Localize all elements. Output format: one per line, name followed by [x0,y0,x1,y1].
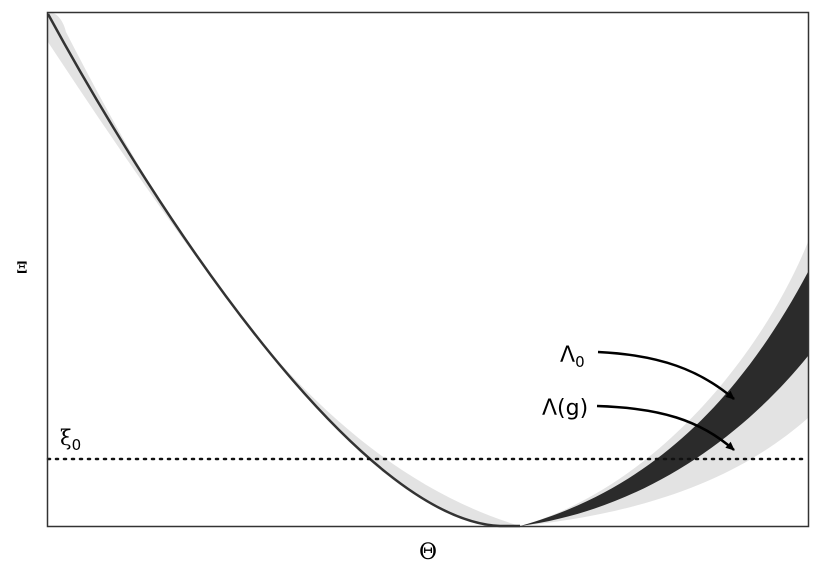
lambda0-label-base: Λ [560,343,575,368]
lambda0-label-sub: 0 [575,353,585,371]
y-axis-label: Ξ [16,258,27,277]
threshold-label-sub: 0 [72,436,82,454]
threshold-label: ξ0 [60,426,81,454]
inner-dark-band [520,272,808,526]
threshold-label-base: ξ [60,426,72,450]
x-axis-label: Θ [419,540,437,565]
lambda0-label: Λ0 [560,343,585,371]
lambda-g-arrow [596,404,735,451]
main-curve [46,13,520,528]
lambda-g-label: Λ(g) [542,396,588,421]
lambda0-arrow [597,350,735,400]
plot-frame [46,11,810,528]
